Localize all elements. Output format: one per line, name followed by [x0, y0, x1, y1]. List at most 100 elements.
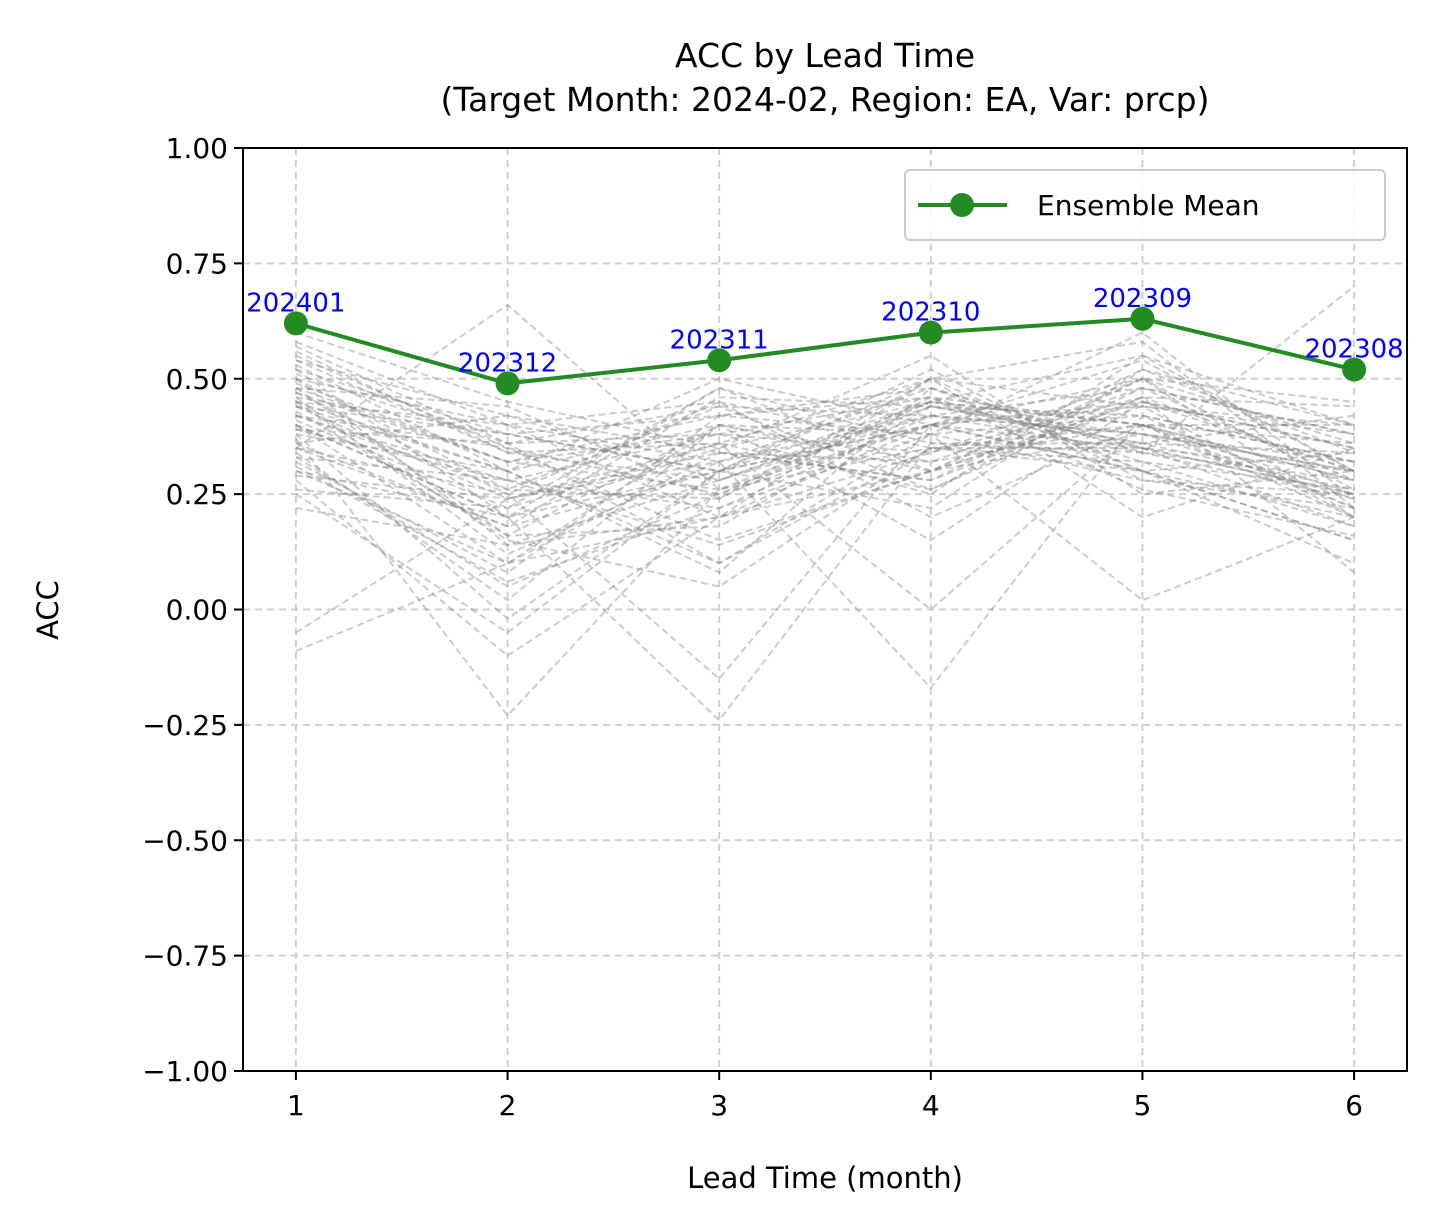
grid-lines	[243, 147, 1407, 1072]
ensemble-member-line	[295, 386, 1355, 510]
chart-subtitle: (Target Month: 2024-02, Region: EA, Var:…	[441, 80, 1210, 119]
ensemble-mean-point	[283, 311, 308, 336]
legend-marker-swatch	[950, 193, 974, 217]
ensemble-member-line	[295, 340, 1355, 509]
ensemble-mean-point	[495, 371, 520, 396]
ensemble-member-line	[295, 386, 1355, 574]
ensemble-member-line	[295, 414, 1355, 583]
init-month-label: 202312	[458, 348, 557, 378]
ensemble-mean-point	[1342, 357, 1367, 382]
ensemble-member-line	[295, 368, 1355, 546]
ensemble-members	[295, 285, 1355, 722]
ensemble-member-line	[295, 354, 1355, 496]
ensemble-member-line	[295, 414, 1355, 634]
ensemble-member-line	[295, 373, 1355, 565]
init-month-label: 202309	[1093, 284, 1192, 314]
ensemble-mean-series: 202401 202312 202311 202310 202309 202308	[246, 284, 1404, 396]
ensemble-member-line	[295, 396, 1355, 528]
ensemble-member-line	[295, 387, 1355, 602]
ensemble-member-line	[295, 354, 1355, 519]
ensemble-member-line	[295, 364, 1355, 519]
ensemble-member-line	[295, 377, 1355, 542]
ensemble-member-line	[295, 400, 1355, 565]
y-tick-label: −0.50	[142, 824, 228, 857]
ensemble-member-line	[295, 396, 1355, 473]
ensemble-member-line	[295, 359, 1355, 482]
y-tick-label: 1.00	[166, 132, 228, 165]
ensemble-member-line	[295, 396, 1355, 509]
ensemble-member-line	[295, 377, 1355, 482]
ensemble-member-line	[295, 354, 1355, 519]
ensemble-member-line	[295, 359, 1355, 491]
ensemble-member-line	[295, 396, 1355, 565]
chart-title: ACC by Lead Time	[675, 36, 975, 75]
ensemble-member-line	[295, 377, 1355, 542]
ensemble-member-line	[295, 405, 1355, 537]
ensemble-member-line	[295, 423, 1355, 634]
ensemble-member-line	[295, 386, 1355, 537]
x-tick-label: 3	[710, 1089, 728, 1122]
legend: Ensemble Mean	[904, 169, 1386, 241]
ensemble-member-line	[295, 368, 1355, 528]
init-month-label: 202401	[246, 288, 345, 318]
y-tick-label: −0.75	[142, 940, 228, 973]
ensemble-member-line	[295, 400, 1355, 519]
ensemble-member-line	[295, 386, 1355, 574]
ensemble-member-line	[295, 414, 1355, 546]
ensemble-mean-point	[707, 348, 732, 373]
ensemble-member-line	[295, 423, 1355, 602]
ensemble-member-line	[295, 377, 1355, 491]
ensemble-member-line	[295, 400, 1355, 565]
ensemble-mean-point	[1130, 306, 1155, 331]
ensemble-member-line	[295, 405, 1355, 546]
y-axis-ticks: −1.00 −0.75 −0.50 −0.25 0.00 0.25 0.50 0.75 1.00	[142, 132, 243, 1088]
y-tick-label: −1.00	[142, 1055, 228, 1088]
x-tick-label: 4	[922, 1089, 940, 1122]
y-tick-label: 0.75	[166, 247, 228, 280]
ensemble-member-line	[295, 368, 1355, 620]
init-month-label: 202308	[1304, 335, 1403, 365]
ensemble-mean-point	[918, 320, 943, 345]
x-tick-label: 6	[1345, 1089, 1363, 1122]
ensemble-member-line	[295, 345, 1355, 491]
ensemble-member-line	[295, 303, 1355, 491]
ensemble-member-line	[295, 386, 1355, 652]
ensemble-member-line	[295, 400, 1355, 588]
ensemble-member-line	[295, 368, 1355, 510]
ensemble-member-line	[295, 396, 1355, 500]
ensemble-member-line	[295, 396, 1355, 690]
y-tick-label: −0.25	[142, 709, 228, 742]
ensemble-member-line	[295, 400, 1355, 588]
x-tick-label: 2	[499, 1089, 517, 1122]
ensemble-member-line	[295, 423, 1355, 611]
ensemble-member-line	[295, 377, 1355, 528]
ensemble-member-line	[295, 340, 1355, 496]
ensemble-member-line	[295, 438, 1355, 718]
ensemble-member-line	[295, 386, 1355, 565]
ensemble-member-line	[295, 396, 1355, 574]
init-month-label: 202311	[670, 325, 769, 355]
ensemble-mean-line	[295, 316, 1355, 386]
legend-box	[904, 169, 1386, 241]
y-tick-label: 0.00	[166, 594, 228, 627]
ensemble-member-line	[295, 285, 1355, 454]
x-tick-label: 5	[1134, 1089, 1152, 1122]
init-month-label: 202310	[881, 298, 980, 328]
y-tick-label: 0.25	[166, 478, 228, 511]
ensemble-member-line	[295, 386, 1355, 519]
ensemble-member-line	[295, 423, 1355, 722]
ensemble-member-line	[295, 400, 1355, 542]
x-tick-label: 1	[287, 1089, 305, 1122]
ensemble-member-line	[295, 359, 1355, 482]
y-tick-label: 0.50	[166, 363, 228, 396]
x-axis-label: Lead Time (month)	[687, 1161, 963, 1195]
ensemble-member-line	[295, 400, 1355, 519]
legend-label-ensemble-mean: Ensemble Mean	[1037, 189, 1260, 222]
y-axis-label: ACC	[31, 580, 65, 640]
ensemble-member-line	[295, 377, 1355, 500]
x-axis-ticks: 1 2 3 4 5 6	[287, 1071, 1363, 1122]
ensemble-member-line	[295, 386, 1355, 509]
ensemble-member-line	[295, 423, 1355, 657]
